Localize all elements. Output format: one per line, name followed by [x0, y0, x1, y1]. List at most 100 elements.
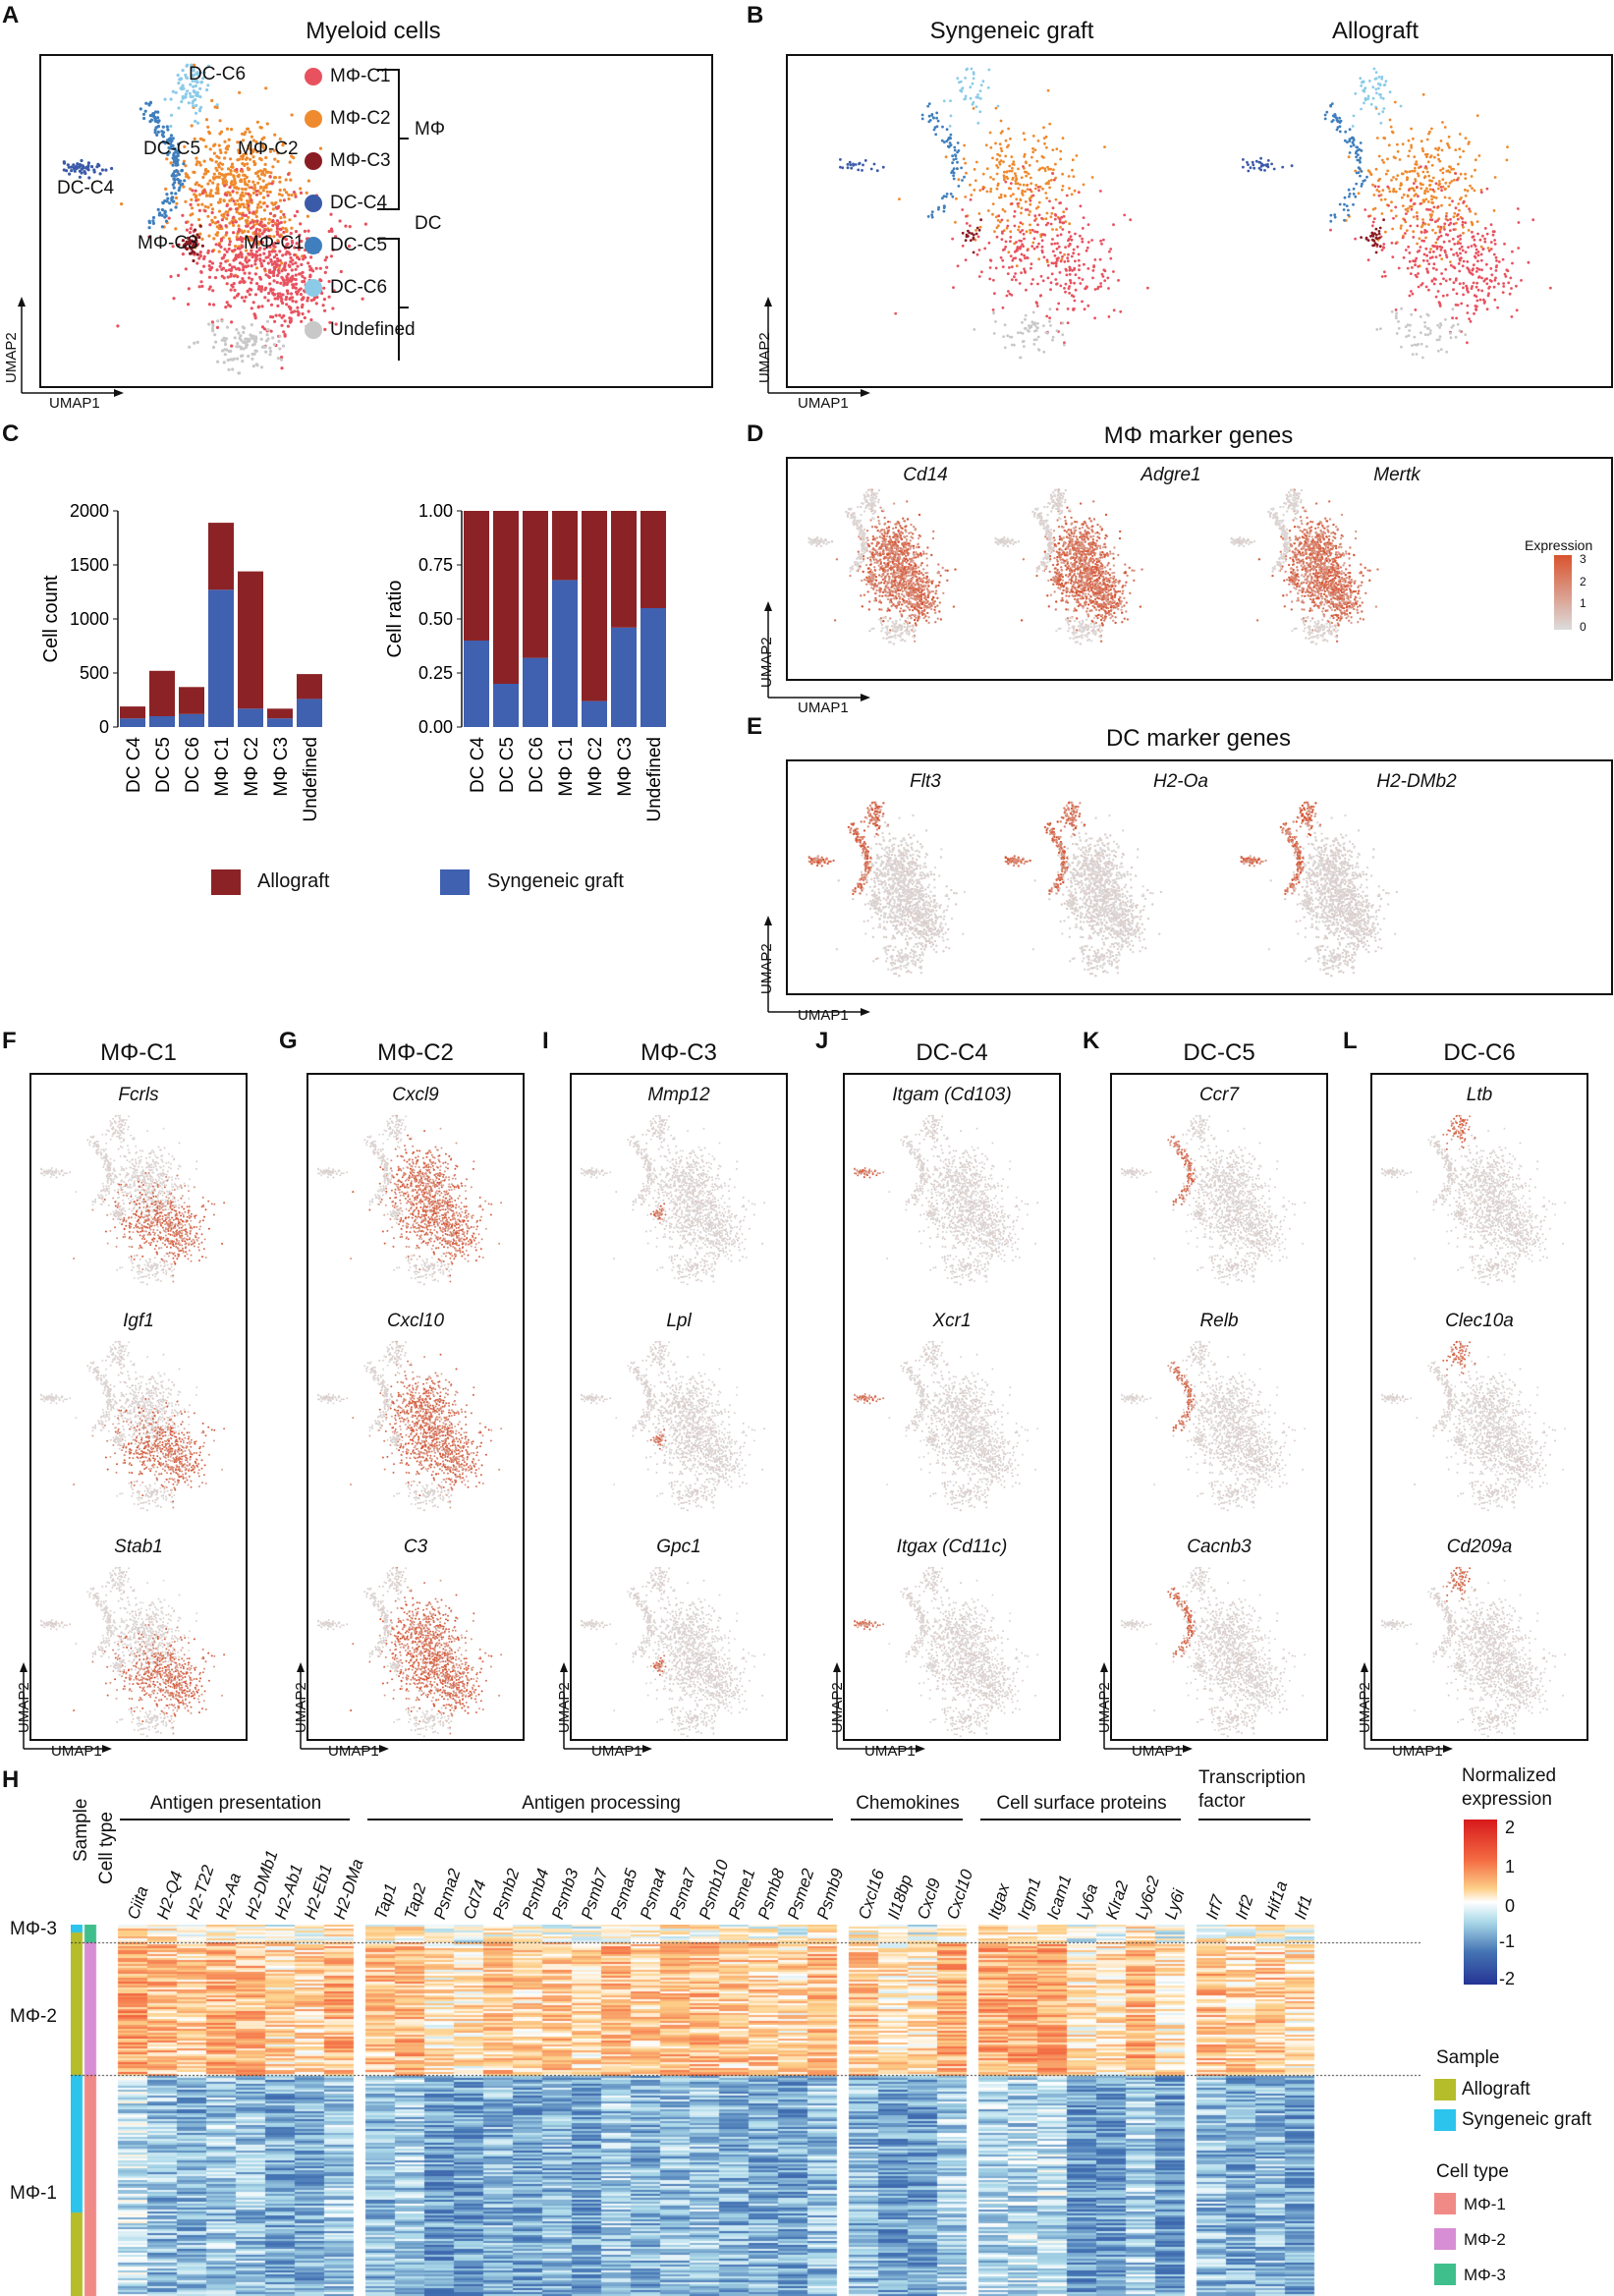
cell-point	[865, 530, 869, 532]
cell-point	[1061, 333, 1065, 337]
cell-point	[1374, 251, 1378, 254]
cell-point	[183, 179, 187, 183]
cell-point	[883, 531, 886, 533]
cell-point	[1377, 232, 1381, 236]
cell-point	[1440, 203, 1443, 207]
cell-point	[1438, 245, 1442, 249]
cell-point	[1473, 243, 1476, 247]
cell-point	[1004, 240, 1008, 244]
cell-point	[252, 183, 256, 187]
cell-point	[1527, 260, 1531, 264]
cell-point	[195, 261, 199, 265]
cell-point	[1481, 234, 1484, 238]
cell-point	[213, 105, 217, 109]
cell-point	[239, 194, 243, 197]
cell-point	[954, 153, 957, 156]
cell-point	[291, 262, 295, 266]
cell-point	[262, 208, 266, 212]
cell-point	[909, 625, 912, 628]
cell-point	[280, 269, 284, 273]
cell-point	[235, 191, 239, 195]
cell-point	[920, 117, 924, 121]
cell-point	[185, 174, 189, 179]
cell-point	[952, 286, 955, 289]
cell-point	[247, 235, 250, 239]
cell-point	[1361, 81, 1364, 84]
cell-point	[1421, 218, 1424, 221]
cell-point	[894, 577, 897, 580]
cell-point	[147, 235, 151, 239]
cell-point	[815, 544, 818, 547]
category-label: DC C5	[153, 737, 174, 793]
cell-point	[1416, 211, 1419, 214]
cell-point	[1447, 135, 1451, 139]
cell-point	[1029, 231, 1032, 235]
cell-point	[912, 630, 916, 634]
cell-point	[1016, 248, 1019, 251]
cell-point	[207, 322, 211, 326]
cell-point	[1035, 159, 1039, 163]
cell-point	[272, 176, 277, 180]
cell-point	[276, 151, 280, 155]
cell-point	[243, 299, 247, 303]
cell-point	[925, 557, 928, 560]
cell-point	[238, 211, 242, 215]
cell-point	[1422, 239, 1425, 243]
cell-point	[1438, 230, 1442, 234]
cell-point	[1462, 231, 1465, 235]
cell-point	[167, 216, 171, 220]
cell-point	[90, 165, 94, 169]
cell-point	[835, 558, 839, 561]
cell-point	[939, 574, 942, 578]
legend-dot	[305, 195, 322, 212]
cell-point	[1410, 127, 1413, 131]
cell-point	[1416, 172, 1419, 175]
cell-point	[211, 329, 215, 333]
cell-point	[229, 169, 233, 173]
cell-point	[1387, 203, 1390, 207]
cell-point	[913, 526, 916, 529]
cell-point	[1480, 276, 1483, 280]
cell-point	[1031, 150, 1035, 154]
cell-point	[262, 230, 266, 234]
cell-point	[300, 319, 304, 323]
cell-point	[879, 620, 883, 623]
cell-point	[1393, 100, 1397, 104]
cell-point	[1049, 222, 1053, 226]
cell-point	[1410, 145, 1414, 149]
cell-point	[1405, 335, 1408, 338]
cell-point	[198, 251, 202, 254]
cell-point	[1489, 223, 1493, 227]
cell-point	[909, 578, 912, 581]
cell-point	[845, 510, 848, 514]
cell-point	[846, 515, 850, 518]
cell-point	[236, 357, 240, 361]
cell-point	[1452, 222, 1456, 226]
cell-point	[293, 214, 297, 218]
cell-point	[918, 615, 920, 618]
cell-point	[1056, 242, 1059, 246]
cell-point	[867, 544, 871, 548]
cell-point	[143, 109, 147, 113]
cell-point	[1343, 202, 1346, 206]
category-label: Undefined	[644, 737, 665, 822]
cell-point	[1378, 92, 1381, 96]
cell-point	[1434, 220, 1437, 224]
cell-point	[901, 586, 904, 588]
cell-point	[963, 143, 966, 147]
cell-point	[912, 532, 915, 535]
cell-point	[1472, 267, 1475, 271]
cell-point	[830, 540, 834, 543]
cell-point	[912, 544, 916, 547]
cell-point	[1065, 194, 1069, 197]
cell-point	[1399, 227, 1403, 230]
cell-point	[294, 261, 298, 265]
cell-point	[163, 141, 167, 145]
bar-segment	[464, 641, 489, 727]
cell-point	[1001, 207, 1005, 211]
cell-point	[1419, 246, 1422, 249]
cell-point	[1382, 161, 1385, 164]
cell-point	[253, 237, 257, 242]
cell-point	[899, 569, 902, 573]
cell-point	[169, 134, 174, 138]
